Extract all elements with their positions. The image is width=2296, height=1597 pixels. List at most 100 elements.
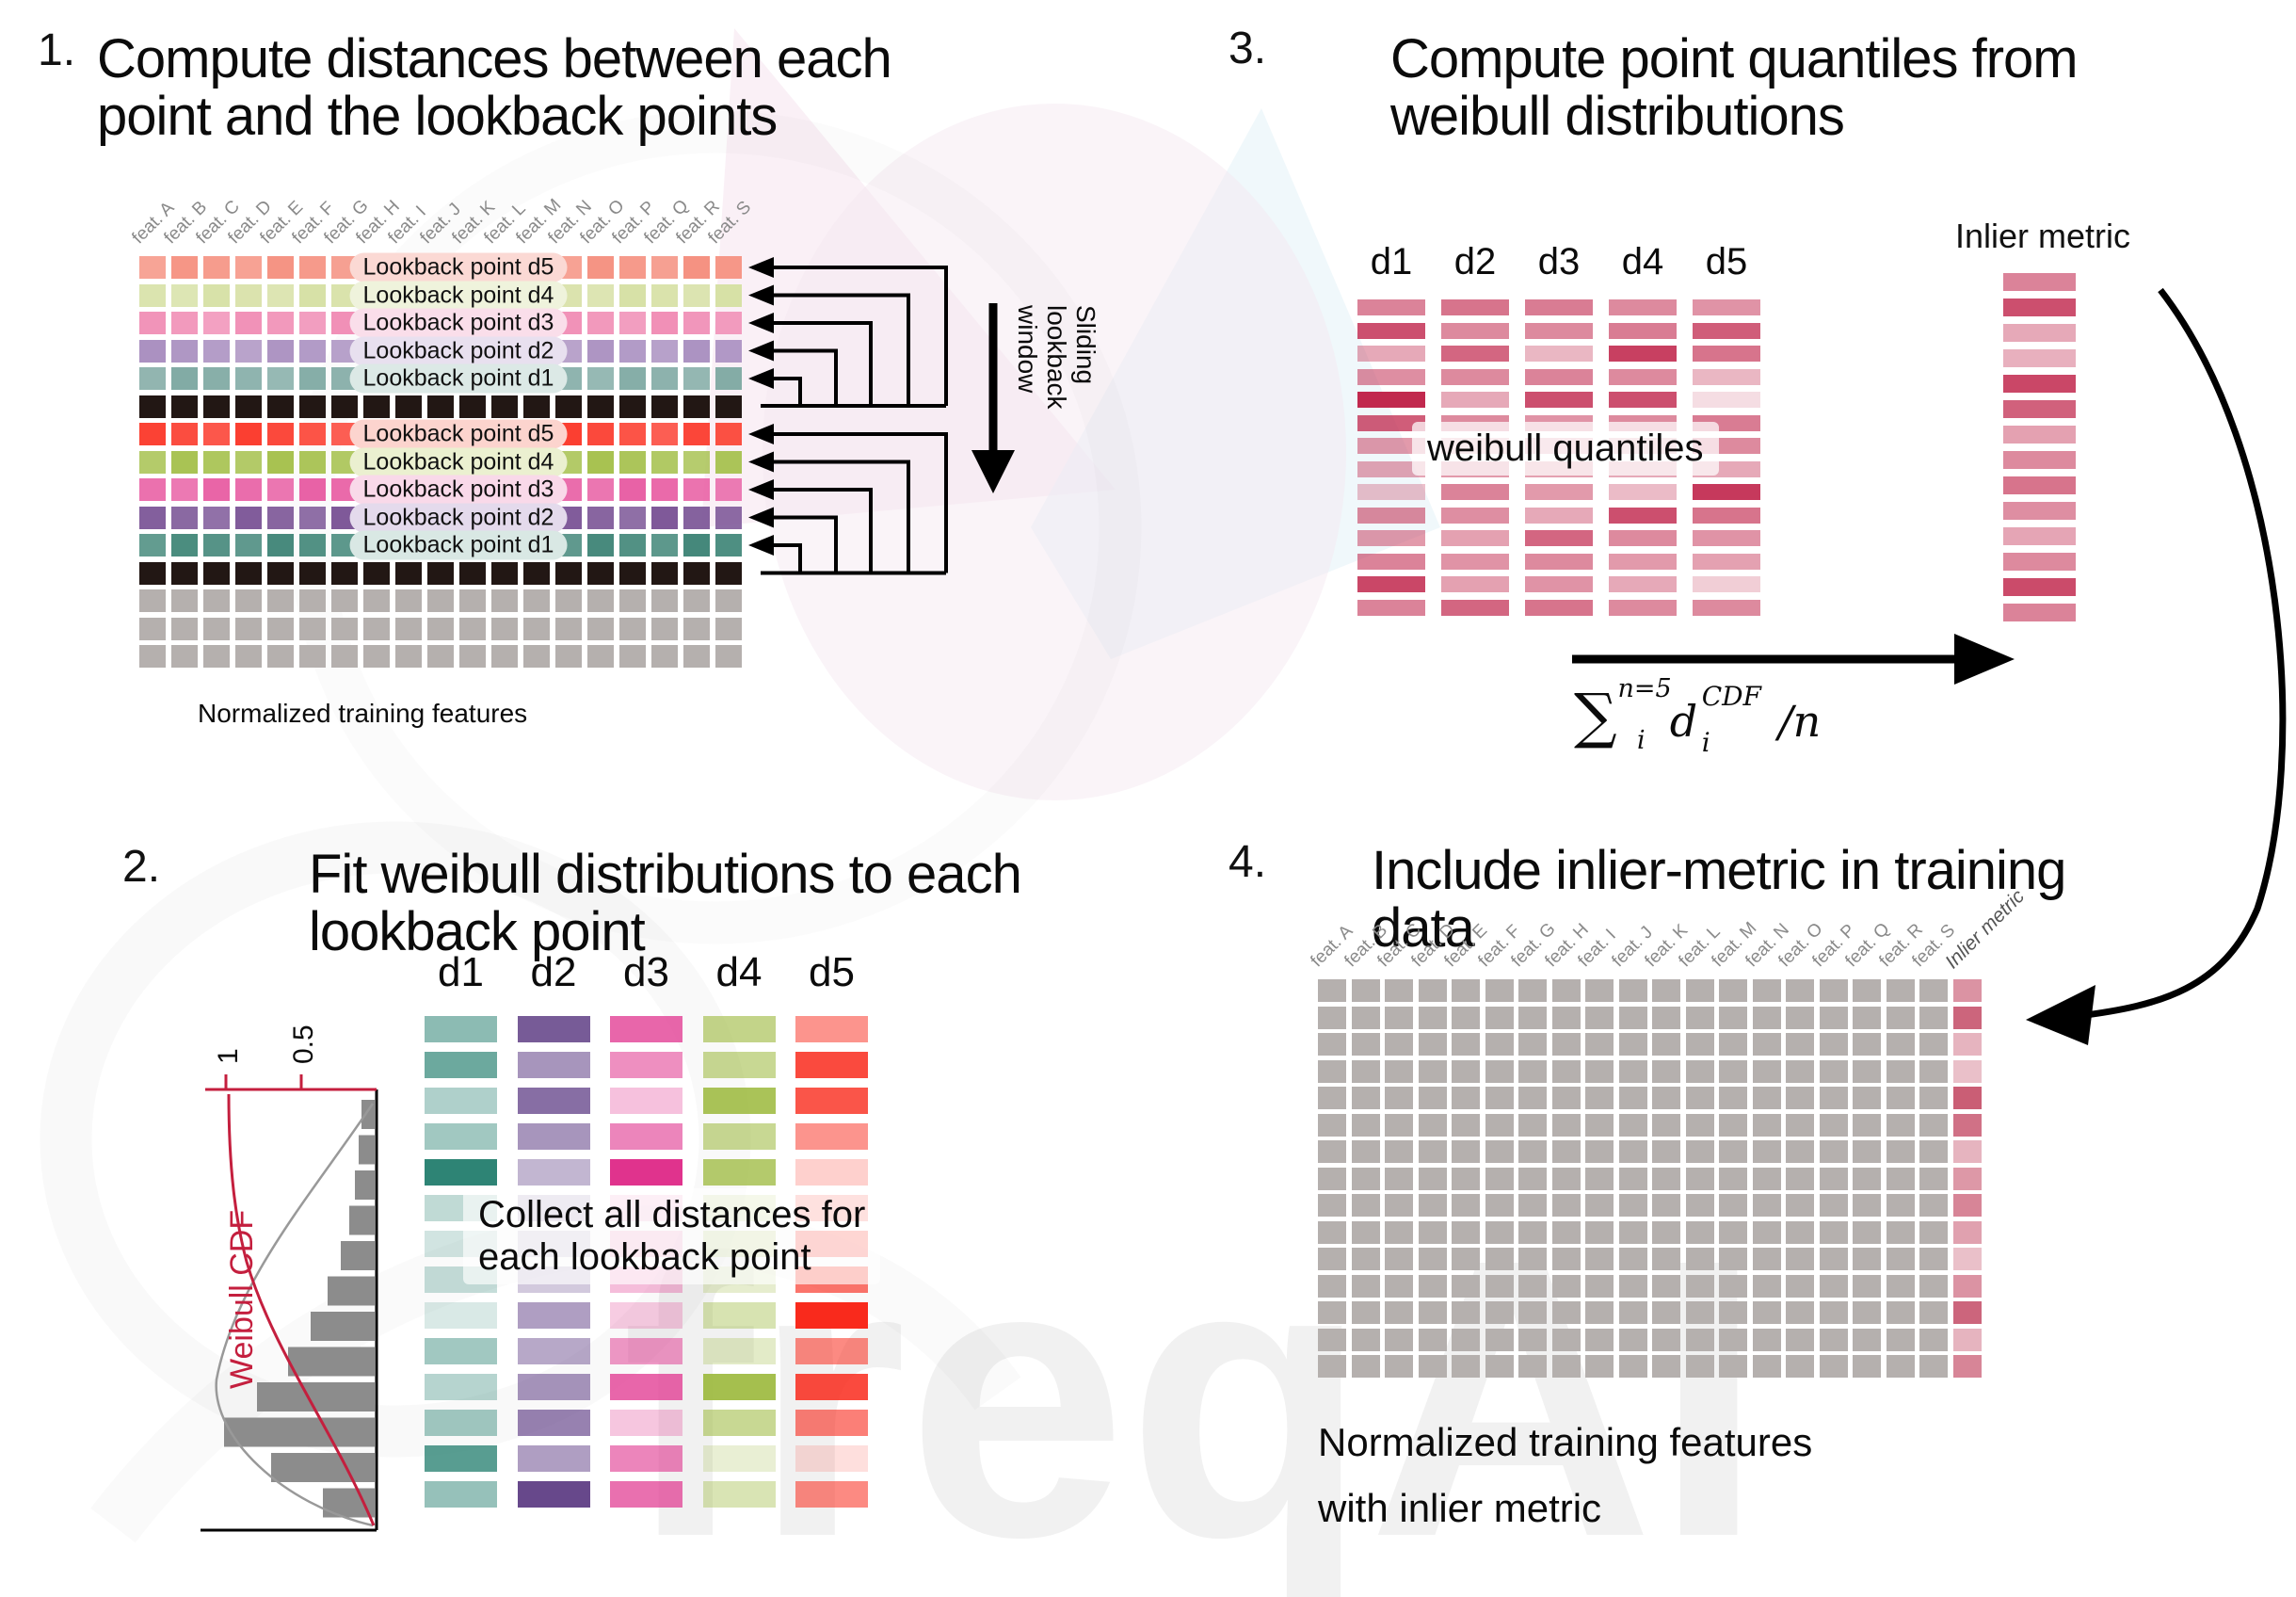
inlier-metric-cell xyxy=(1952,1220,1982,1244)
training-feature-cell xyxy=(1452,1248,1480,1270)
collect-distances-line2: each lookback point xyxy=(478,1235,811,1278)
training-feature-cell xyxy=(1819,1033,1848,1056)
panel3-inlier-metric-label: Inlier metric xyxy=(1954,217,2131,255)
grid-cell xyxy=(427,589,454,612)
training-feature-cell xyxy=(1853,979,1881,1002)
quantile-bar xyxy=(1441,599,1509,616)
grid-cell xyxy=(267,645,294,668)
training-feature-cell xyxy=(1919,1059,1948,1083)
grid-cell xyxy=(587,367,614,390)
grid-cell xyxy=(235,395,262,418)
grid-cell xyxy=(171,617,198,640)
lookback-row-label: Lookback point d1 xyxy=(349,363,568,394)
training-feature-cell xyxy=(1318,1301,1346,1324)
quantile-bar xyxy=(1609,553,1677,570)
distance-bar xyxy=(610,1016,682,1042)
quantile-bar xyxy=(1525,392,1593,408)
grid-cell xyxy=(203,478,230,501)
training-feature-cell xyxy=(1618,1248,1647,1270)
grid-cell xyxy=(651,506,678,529)
grid-cell xyxy=(619,283,646,307)
grid-cell xyxy=(171,423,198,445)
training-feature-cell xyxy=(1385,1301,1413,1324)
quantile-bar xyxy=(1525,346,1593,362)
grid-cell xyxy=(715,256,742,279)
inlier-metric-cell xyxy=(1952,1274,1982,1298)
quantile-bar xyxy=(1609,346,1677,362)
inlier-metric-cell xyxy=(1952,1033,1982,1056)
training-feature-cell xyxy=(1919,979,1948,1002)
training-feature-cell xyxy=(1786,1006,1814,1029)
training-feature-cell xyxy=(1819,1328,1848,1351)
training-feature-cell xyxy=(1719,1248,1747,1270)
grid-cell xyxy=(203,256,230,279)
training-feature-cell xyxy=(1786,1059,1814,1083)
training-feature-cell xyxy=(1585,1140,1614,1163)
grid-cell xyxy=(683,423,710,445)
training-feature-cell xyxy=(1786,1087,1814,1109)
training-feature-cell xyxy=(1652,1087,1680,1109)
grid-cell xyxy=(491,617,518,640)
grid-cell xyxy=(363,561,390,585)
training-feature-cell xyxy=(1685,1006,1714,1029)
training-feature-cell xyxy=(1886,1248,1915,1270)
training-feature-cell xyxy=(1853,1274,1881,1298)
grid-cell xyxy=(587,478,614,501)
grid-cell xyxy=(203,312,230,334)
panel1-caption: Normalized training features xyxy=(198,699,528,728)
training-feature-cell xyxy=(1919,1167,1948,1190)
grid-cell xyxy=(715,367,742,390)
panel1-title-line2: point and the lookback points xyxy=(97,86,778,148)
training-feature-cell xyxy=(1685,1087,1714,1109)
training-feature-cell xyxy=(1618,1140,1647,1163)
training-feature-cell xyxy=(1719,1301,1747,1324)
grid-cell xyxy=(651,256,678,279)
training-feature-cell xyxy=(1452,1355,1480,1378)
grid-cell xyxy=(299,395,326,418)
grid-cell xyxy=(619,506,646,529)
training-feature-cell xyxy=(1318,1194,1346,1217)
quantile-bar xyxy=(1609,530,1677,546)
training-feature-cell xyxy=(1819,1113,1848,1137)
distance-bar xyxy=(795,1088,868,1114)
training-feature-cell xyxy=(1485,1301,1514,1324)
inlier-metric-cell xyxy=(1952,1167,1982,1190)
grid-cell xyxy=(203,367,230,390)
lookback-row-label: Lookback point d3 xyxy=(349,475,568,505)
sliding-line3: window xyxy=(1013,305,1043,394)
training-feature-cell xyxy=(1685,1355,1714,1378)
grid-cell xyxy=(491,645,518,668)
training-feature-cell xyxy=(1752,1059,1781,1083)
grid-cell xyxy=(715,450,742,474)
grid-cell xyxy=(171,367,198,390)
grid-cell xyxy=(331,617,358,640)
training-feature-cell xyxy=(1886,1167,1915,1190)
quantile-bar xyxy=(1525,530,1593,546)
grid-cell xyxy=(587,395,614,418)
grid-cell xyxy=(651,534,678,557)
training-feature-cell xyxy=(1351,1328,1380,1351)
training-feature-cell xyxy=(1853,1006,1881,1029)
grid-cell xyxy=(299,478,326,501)
training-feature-cell xyxy=(1318,1248,1346,1270)
training-feature-cell xyxy=(1518,1194,1547,1217)
inlier-metric-bar xyxy=(2003,527,2076,545)
training-feature-cell xyxy=(1886,1059,1915,1083)
quantile-bar xyxy=(1525,553,1593,570)
training-feature-cell xyxy=(1318,1087,1346,1109)
grid-cell xyxy=(555,589,582,612)
quantile-bar xyxy=(1357,392,1425,408)
grid-cell xyxy=(171,561,198,585)
grid-cell xyxy=(267,589,294,612)
distance-bar xyxy=(425,1410,497,1436)
training-feature-cell xyxy=(1719,1006,1747,1029)
training-feature-cell xyxy=(1485,1328,1514,1351)
panel3-title-line2: weibull distributions xyxy=(1390,86,1845,148)
quantile-bar xyxy=(1609,368,1677,385)
training-feature-cell xyxy=(1485,1194,1514,1217)
distance-bar xyxy=(425,1338,497,1364)
training-feature-cell xyxy=(1551,1194,1581,1217)
grid-cell xyxy=(587,256,614,279)
panel3-number: 3. xyxy=(1228,24,1267,73)
